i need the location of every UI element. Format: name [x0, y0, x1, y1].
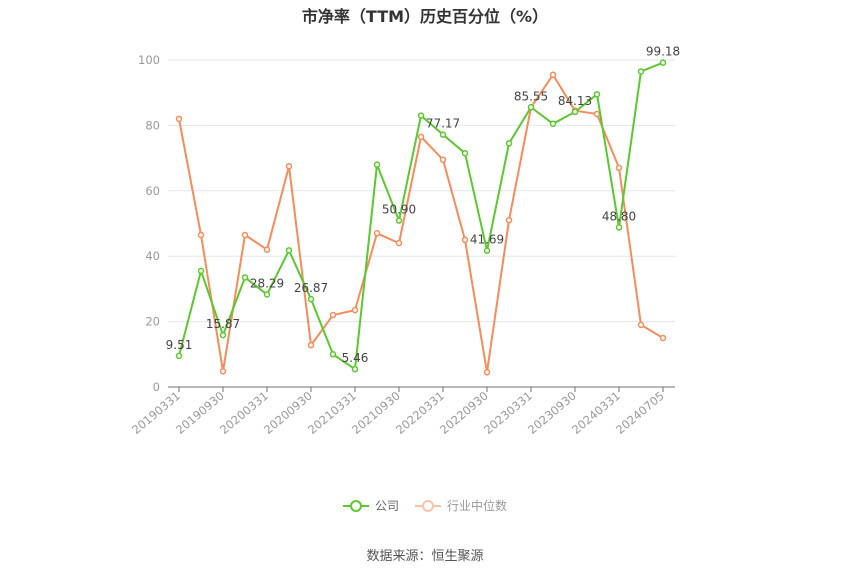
legend-line-circle-icon: [415, 499, 441, 512]
data-label: 85.55: [514, 89, 548, 103]
x-tick-label: 20240705: [613, 389, 667, 437]
data-point[interactable]: [263, 246, 271, 253]
data-point[interactable]: [351, 306, 359, 314]
series-group: [175, 59, 667, 376]
legend-item-industry-median[interactable]: 行业中位数: [415, 497, 507, 514]
y-tick-label: 80: [145, 118, 160, 132]
data-point[interactable]: [549, 71, 557, 78]
data-point[interactable]: [395, 239, 403, 247]
data-label: 28.29: [250, 276, 284, 290]
data-label: 77.17: [426, 117, 460, 131]
chart-title: 市净率（TTM）历史百分位（%）: [301, 7, 549, 26]
data-point[interactable]: [659, 334, 667, 342]
data-point[interactable]: [395, 217, 403, 224]
data-point[interactable]: [219, 331, 227, 339]
data-point[interactable]: [637, 68, 645, 75]
data-point[interactable]: [637, 321, 645, 329]
company-line: [178, 61, 664, 371]
data-label: 9.51: [166, 338, 193, 352]
data-labels: 9.51 15.87 28.29 26.87 5.46 50.90 77.17 41.69 85…: [166, 45, 681, 365]
legend-item-company[interactable]: 公司: [342, 497, 399, 514]
line-chart: 0 20 40 60 80 100 201903312019093020200331202…: [129, 45, 681, 437]
y-tick-label: 20: [145, 315, 160, 329]
legend-label: 公司: [374, 499, 399, 513]
data-point[interactable]: [329, 351, 337, 358]
data-label: 99.18: [646, 45, 680, 59]
data-label: 84.13: [558, 94, 592, 108]
data-point[interactable]: [615, 164, 623, 172]
data-point[interactable]: [549, 120, 557, 128]
data-point[interactable]: [307, 295, 315, 303]
y-tick-label: 40: [145, 249, 160, 263]
data-point[interactable]: [593, 91, 601, 98]
data-point[interactable]: [417, 133, 425, 141]
data-point[interactable]: [175, 115, 183, 123]
data-point[interactable]: [615, 224, 623, 231]
y-tick-label: 60: [145, 184, 160, 198]
data-point[interactable]: [373, 230, 381, 237]
y-tick-label: 100: [138, 53, 160, 67]
data-point[interactable]: [373, 161, 381, 168]
data-point[interactable]: [175, 352, 183, 360]
data-point[interactable]: [483, 369, 491, 376]
data-point[interactable]: [527, 104, 535, 111]
data-point[interactable]: [307, 341, 315, 349]
legend: 公司 行业中位数: [0, 497, 850, 514]
data-point[interactable]: [593, 110, 601, 118]
legend-label: 行业中位数: [447, 499, 508, 513]
y-tick-label: 0: [153, 380, 160, 394]
x-axis: 2019033120190930202003312020093020210331…: [129, 386, 675, 437]
data-label: 15.87: [206, 317, 240, 331]
data-point[interactable]: [329, 311, 337, 319]
data-label: 50.90: [382, 203, 416, 217]
data-label: 41.69: [470, 233, 504, 247]
data-point[interactable]: [197, 267, 205, 275]
data-point[interactable]: [241, 274, 249, 281]
data-point[interactable]: [505, 140, 513, 147]
data-point[interactable]: [483, 247, 491, 254]
grid-lines: [168, 59, 675, 323]
data-point[interactable]: [461, 236, 469, 244]
data-label: 5.46: [342, 351, 369, 365]
data-point[interactable]: [659, 59, 667, 66]
data-point[interactable]: [241, 231, 249, 239]
y-axis: 0 20 40 60 80 100: [138, 53, 160, 394]
data-point[interactable]: [439, 131, 447, 138]
legend-line-circle-icon: [342, 499, 369, 512]
data-point[interactable]: [197, 231, 205, 239]
data-point[interactable]: [505, 216, 513, 224]
data-point[interactable]: [461, 149, 469, 157]
data-point[interactable]: [263, 291, 271, 298]
data-point[interactable]: [285, 163, 293, 170]
data-point[interactable]: [571, 108, 579, 116]
data-point[interactable]: [285, 247, 293, 254]
data-point[interactable]: [219, 368, 227, 375]
data-label: 26.87: [294, 281, 328, 295]
data-point[interactable]: [417, 112, 425, 119]
data-source: 数据来源：恒生聚源: [366, 549, 484, 564]
data-label: 48.80: [602, 209, 636, 223]
data-point[interactable]: [439, 156, 447, 163]
data-point[interactable]: [351, 365, 359, 373]
